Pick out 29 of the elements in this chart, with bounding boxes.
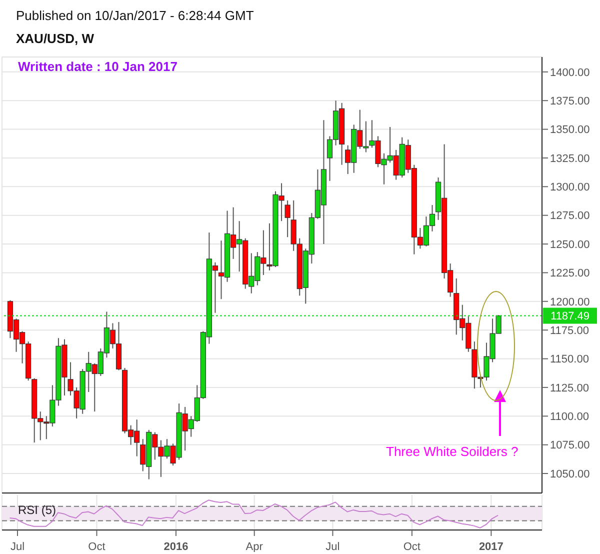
y-tick-label: 1125.00 (550, 382, 589, 394)
x-tick-label: Apr (246, 541, 264, 553)
x-tick-label: Oct (88, 541, 106, 553)
x-tick-label: 2017 (478, 541, 504, 553)
x-tick-label: Jul (326, 541, 340, 553)
y-tick-label: 1100.00 (550, 411, 589, 424)
series-label: RSI (5) (18, 503, 56, 517)
y-tick-label: 1400.00 (550, 66, 590, 79)
chart-title: XAU/USD, W (16, 31, 94, 46)
chart-subtitle: Published on 10/Jan/2017 - 6:28:44 GMT (16, 8, 254, 23)
y-tick-label: 1375.00 (550, 96, 590, 108)
y-tick-label: 1325.00 (550, 152, 590, 165)
y-tick-label: 1250.00 (550, 238, 590, 251)
ref-line-label: 1187.49 (550, 310, 590, 323)
y-tick-label: 1225.00 (550, 268, 590, 280)
y-tick-label: 1200.00 (550, 296, 590, 308)
x-tick-label: Jul (10, 541, 25, 553)
x-tick-label: 2016 (164, 541, 188, 553)
candlestick (284, 200, 290, 238)
y-tick-label: 1175.00 (550, 324, 589, 337)
y-tick-label: 1075.00 (550, 440, 590, 452)
y-tick-label: 1350.00 (550, 124, 590, 136)
y-tick-label: 1050.00 (550, 468, 590, 480)
annotation: Three White Soilders ? (386, 444, 518, 459)
y-tick-label: 1300.00 (550, 182, 590, 194)
x-tick-label: Oct (403, 541, 421, 553)
y-tick-label: 1150.00 (550, 354, 589, 366)
y-tick-label: 1275.00 (550, 210, 590, 222)
annotation: Written date : 10 Jan 2017 (18, 59, 178, 74)
